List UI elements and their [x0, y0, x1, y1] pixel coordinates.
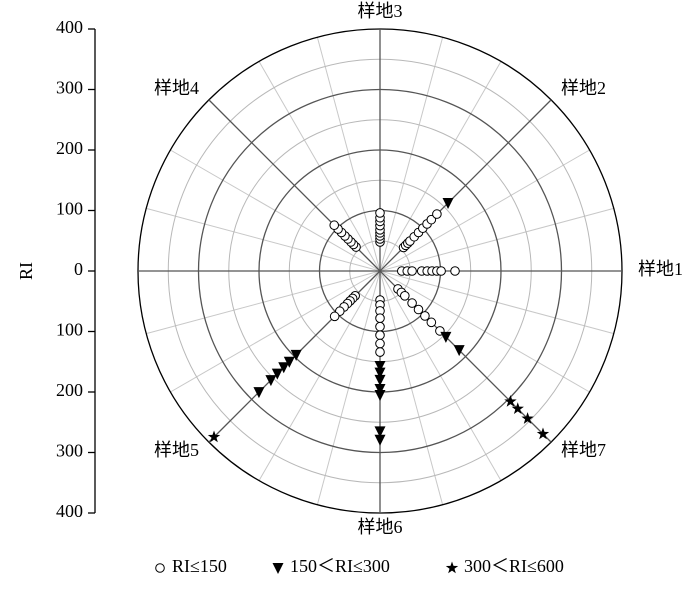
point	[253, 387, 265, 399]
point	[453, 345, 465, 357]
point	[440, 331, 452, 343]
point	[207, 430, 221, 443]
point	[400, 291, 410, 301]
point	[420, 311, 430, 321]
point	[374, 367, 386, 379]
category-label: 样地6	[358, 517, 403, 537]
point	[432, 209, 442, 219]
point	[504, 394, 517, 407]
legend-marker	[272, 563, 284, 574]
r-tick-label: 300	[56, 78, 83, 98]
axis-label: RI	[16, 262, 36, 280]
r-tick-label: 200	[56, 380, 83, 400]
point	[450, 266, 460, 276]
r-tick-label: 400	[56, 501, 83, 521]
point	[265, 375, 277, 387]
legend-marker	[445, 561, 459, 574]
r-tick-label: 400	[56, 17, 83, 37]
category-label: 样地3	[358, 1, 403, 21]
point	[374, 383, 386, 395]
point	[442, 197, 454, 209]
category-label: 样地7	[561, 440, 606, 460]
point	[374, 374, 386, 386]
point	[511, 402, 524, 415]
point	[278, 362, 290, 374]
point	[375, 208, 385, 218]
point	[329, 311, 340, 322]
point	[436, 266, 446, 276]
point	[374, 434, 386, 446]
point	[536, 427, 550, 440]
category-label: 样地2	[561, 78, 606, 98]
point	[521, 412, 534, 424]
point	[374, 390, 386, 402]
point	[374, 360, 386, 372]
point	[290, 349, 302, 361]
point	[271, 368, 283, 380]
point	[329, 220, 340, 231]
legend-label: 300＜RI≤600	[464, 556, 564, 576]
point	[413, 304, 424, 315]
category-label: 样地5	[154, 440, 199, 460]
point	[375, 321, 385, 332]
point	[375, 347, 385, 357]
point	[375, 313, 385, 323]
r-tick-label: 200	[56, 138, 83, 158]
point	[374, 426, 386, 438]
r-tick-label: 300	[56, 441, 83, 461]
point	[426, 317, 437, 328]
legend-label: 150＜RI≤300	[290, 556, 390, 576]
legend-label: RI≤150	[172, 556, 227, 576]
point	[407, 266, 417, 276]
r-tick-label: 0	[74, 259, 83, 279]
category-spoke	[379, 270, 552, 443]
point	[375, 338, 385, 349]
r-tick-label: 100	[56, 199, 83, 219]
r-tick-label: 100	[56, 320, 83, 340]
point	[426, 214, 437, 225]
point	[283, 356, 295, 368]
point	[375, 330, 385, 340]
category-label: 样地4	[154, 78, 199, 98]
legend-marker	[155, 563, 165, 573]
category-label: 样地1	[638, 259, 683, 279]
point	[407, 298, 417, 308]
